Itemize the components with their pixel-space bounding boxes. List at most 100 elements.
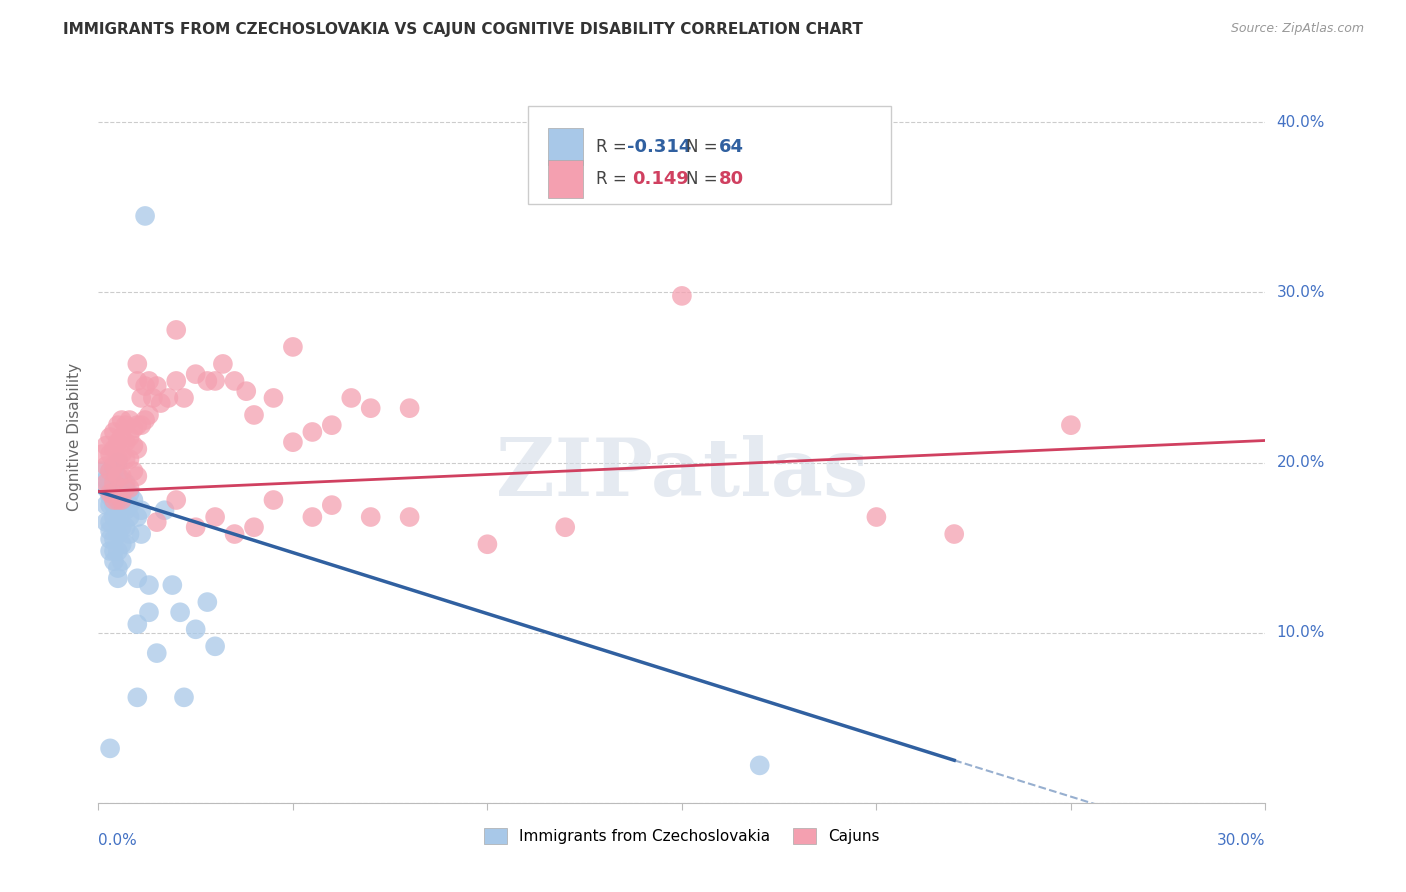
- Point: [195, 374, 218, 388]
- Point: [114, 537, 136, 551]
- Point: [262, 391, 284, 405]
- Point: [127, 571, 149, 585]
- Point: [103, 442, 125, 456]
- Text: 10.0%: 10.0%: [1277, 625, 1324, 640]
- Point: [127, 442, 149, 456]
- Point: [129, 503, 152, 517]
- Point: [134, 379, 156, 393]
- Point: [943, 527, 966, 541]
- Point: [107, 544, 129, 558]
- Text: 0.0%: 0.0%: [98, 833, 138, 848]
- Point: [127, 469, 149, 483]
- Point: [98, 741, 121, 756]
- Text: ZIPatlas: ZIPatlas: [496, 434, 868, 513]
- Point: [103, 554, 125, 568]
- Point: [224, 527, 246, 541]
- Point: [107, 571, 129, 585]
- Point: [204, 374, 226, 388]
- Point: [398, 401, 420, 416]
- Point: [103, 510, 125, 524]
- Point: [142, 391, 165, 405]
- Point: [96, 481, 118, 495]
- Point: [195, 595, 218, 609]
- Point: [157, 391, 180, 405]
- Text: IMMIGRANTS FROM CZECHOSLOVAKIA VS CAJUN COGNITIVE DISABILITY CORRELATION CHART: IMMIGRANTS FROM CZECHOSLOVAKIA VS CAJUN …: [63, 22, 863, 37]
- Point: [118, 527, 141, 541]
- Point: [111, 520, 134, 534]
- Point: [107, 456, 129, 470]
- Point: [165, 323, 187, 337]
- Text: 0.149: 0.149: [633, 169, 689, 188]
- Point: [127, 510, 149, 524]
- Y-axis label: Cognitive Disability: Cognitive Disability: [67, 363, 83, 511]
- Point: [96, 458, 118, 473]
- Point: [129, 527, 152, 541]
- Point: [748, 758, 770, 772]
- Point: [103, 475, 125, 490]
- Point: [111, 493, 134, 508]
- Point: [118, 413, 141, 427]
- Point: [98, 486, 121, 500]
- Point: [865, 510, 887, 524]
- Point: [1060, 418, 1083, 433]
- Point: [243, 408, 266, 422]
- Point: [127, 357, 149, 371]
- Text: N =: N =: [686, 169, 723, 188]
- Point: [184, 520, 207, 534]
- Point: [103, 481, 125, 495]
- Point: [114, 475, 136, 490]
- Point: [122, 439, 145, 453]
- Point: [301, 425, 323, 439]
- Point: [554, 520, 576, 534]
- Point: [111, 554, 134, 568]
- Point: [360, 401, 382, 416]
- Point: [103, 490, 125, 504]
- Point: [281, 340, 304, 354]
- Point: [91, 464, 114, 478]
- Point: [98, 498, 121, 512]
- Point: [107, 493, 129, 508]
- Point: [671, 289, 693, 303]
- Point: [103, 532, 125, 546]
- Text: 30.0%: 30.0%: [1218, 833, 1265, 848]
- Point: [184, 622, 207, 636]
- Point: [114, 418, 136, 433]
- Point: [134, 413, 156, 427]
- Point: [122, 493, 145, 508]
- Point: [96, 498, 118, 512]
- Point: [111, 537, 134, 551]
- Point: [127, 617, 149, 632]
- Point: [153, 503, 176, 517]
- Point: [111, 413, 134, 427]
- Point: [111, 486, 134, 500]
- Point: [98, 524, 121, 538]
- Point: [204, 640, 226, 654]
- Point: [103, 544, 125, 558]
- Point: [138, 408, 160, 422]
- Text: 30.0%: 30.0%: [1277, 285, 1324, 300]
- Point: [114, 481, 136, 495]
- Point: [204, 510, 226, 524]
- Point: [107, 452, 129, 467]
- Text: 80: 80: [718, 169, 744, 188]
- Point: [96, 515, 118, 529]
- Text: R =: R =: [596, 137, 633, 155]
- Point: [114, 452, 136, 467]
- Point: [224, 374, 246, 388]
- Point: [111, 469, 134, 483]
- Point: [98, 447, 121, 461]
- Point: [107, 503, 129, 517]
- Point: [114, 435, 136, 450]
- Point: [107, 527, 129, 541]
- Point: [301, 510, 323, 524]
- Point: [103, 498, 125, 512]
- Text: N =: N =: [686, 137, 723, 155]
- Point: [98, 515, 121, 529]
- Point: [98, 464, 121, 478]
- Point: [127, 374, 149, 388]
- Point: [321, 498, 343, 512]
- Point: [122, 464, 145, 478]
- Point: [98, 430, 121, 444]
- Point: [114, 520, 136, 534]
- Point: [127, 418, 149, 433]
